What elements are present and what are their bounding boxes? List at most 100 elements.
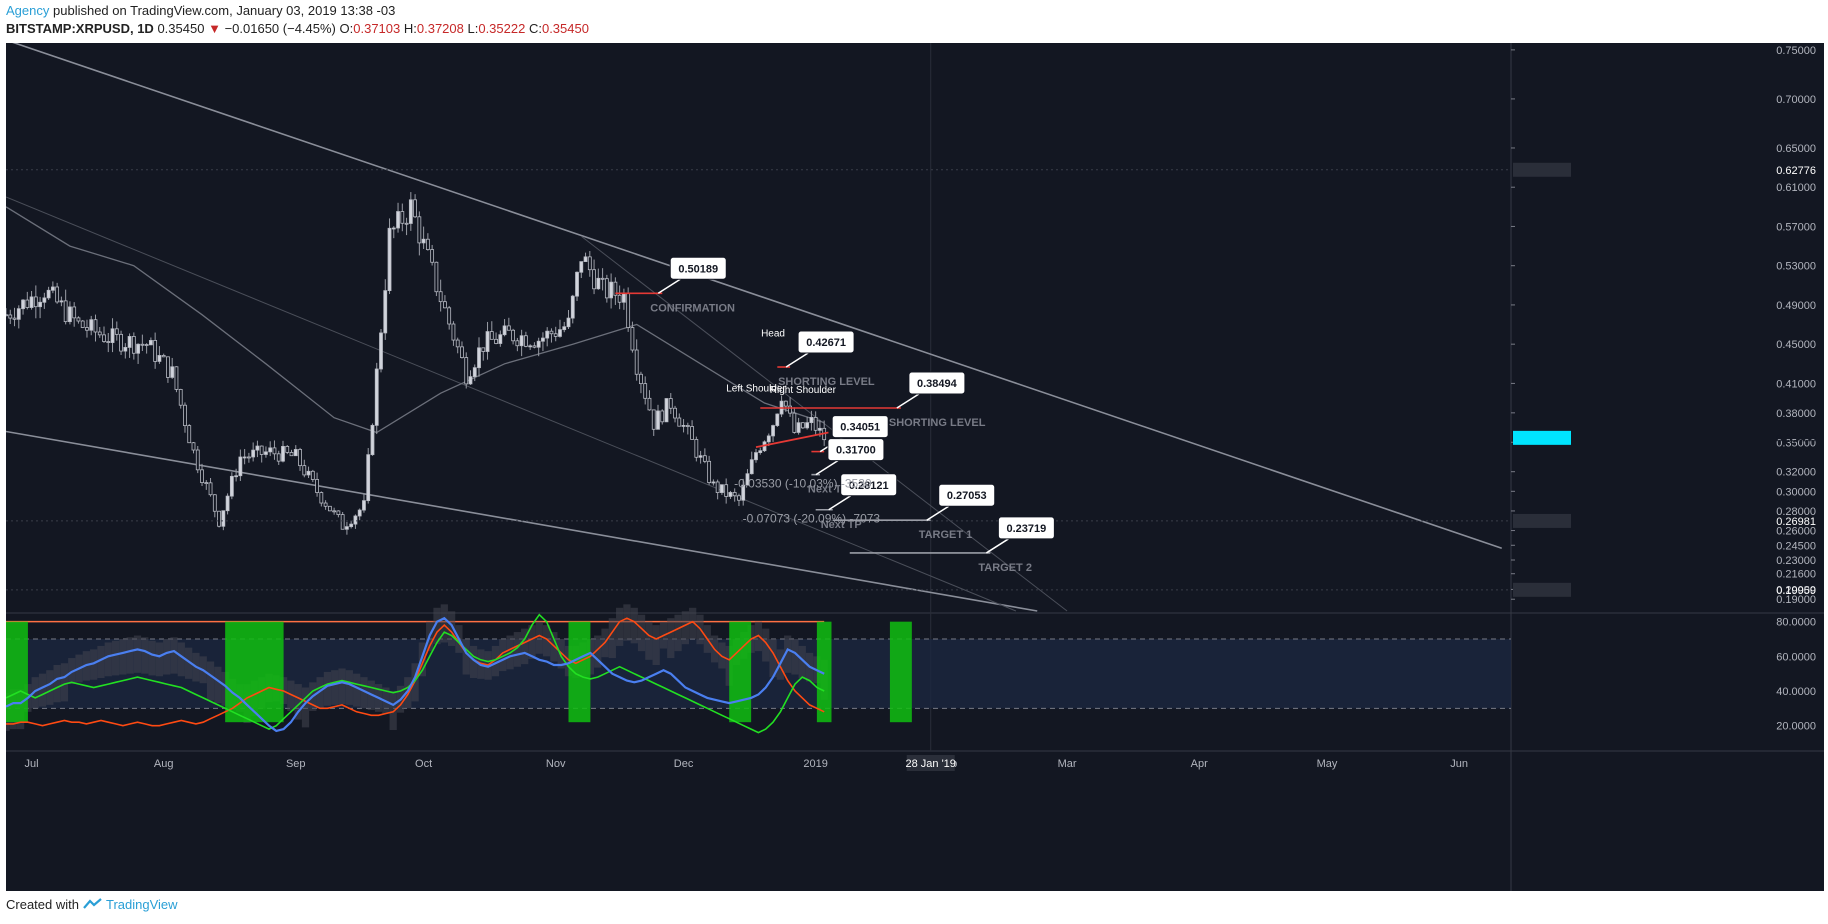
candle-body [685,425,690,427]
candle-body [600,277,605,280]
candle [93,314,98,342]
callout-box [908,371,966,395]
candle-body [59,300,64,303]
candle-body [281,446,285,462]
candle-body [771,425,775,437]
candle-body [413,199,417,218]
candle-body [148,340,153,346]
callout-label: 0.38494 [917,378,958,390]
oscillator-bar [360,677,368,709]
tradingview-logo-icon [82,898,102,909]
candle-body [720,484,724,493]
time-tick-label: Oct [415,758,432,770]
candle [332,507,337,515]
candle [604,274,609,303]
candle [264,446,268,458]
candle-body [494,338,498,344]
trendline [6,196,1017,612]
candle [119,330,123,355]
oscillator-bar [521,628,529,665]
candle-body [694,439,699,458]
candle-body [766,435,771,443]
candle [477,337,481,377]
candle-body [724,484,729,497]
callout-box [669,256,727,280]
oscillator-bar [725,645,733,686]
price-tick-label: 0.70000 [1776,94,1816,106]
candle-body [472,367,477,378]
level-text: TARGET 1 [919,529,973,541]
candle [97,327,102,338]
candle-body [668,398,673,409]
tradingview-link[interactable]: TradingView [106,897,178,912]
oscillator-blue-line [6,616,825,733]
candle [106,332,111,353]
oscillator-green-zone [225,621,284,723]
candle [771,424,775,442]
candle-body [788,405,792,414]
candle-body [234,475,239,478]
pattern-label: Left Shoulder [726,383,786,394]
oscillator-bar [60,663,69,702]
chart-area[interactable]: 0.75000 0.70000 0.65000 0.61000 0.57000 0.530… [6,43,1824,891]
candle [570,294,575,324]
candle-body [170,366,175,378]
candle [323,500,328,510]
oscillator-bar [97,645,105,678]
axes: 0.75000 0.70000 0.65000 0.61000 0.57000 0.530… [25,45,1816,771]
candle-body [587,256,592,271]
candle-body [528,345,533,348]
price-tag-label: 0.26981 [1776,516,1816,528]
candle [647,390,652,411]
candle [485,321,490,360]
price-tag-bg [1513,513,1571,528]
candle-body [50,286,55,291]
candle [400,203,405,232]
candle-body [298,449,302,467]
candle [374,362,379,435]
candle [306,466,311,478]
candle [25,291,30,310]
candle-body [664,398,669,423]
candle-body [183,404,187,427]
candle-body [549,330,554,335]
candle-body [276,453,281,462]
candle [519,329,524,357]
candle-body [651,409,656,430]
candle-body [247,456,251,459]
candle-body [541,337,545,342]
oscillator-bar [594,635,602,668]
candle [600,268,605,291]
level-text: TARGET 2 [978,562,1032,574]
candle [357,508,362,521]
candle-body [681,425,686,427]
candle-body [634,349,639,375]
candle-body [191,442,196,451]
time-tick-label: Sep [286,758,306,770]
candle [528,344,533,350]
candle [596,268,601,290]
candle [749,451,754,475]
price-tick-label: 0.49000 [1776,300,1816,312]
candle-body [289,452,294,457]
candle [247,452,251,463]
candle [813,411,818,436]
candle-body [758,450,763,453]
candle-body [362,500,366,511]
candle [626,287,631,332]
candle [200,463,204,487]
candle-body [754,452,758,461]
callout-pointer [657,278,681,294]
candle-body [408,199,413,224]
candle-body [643,383,648,399]
candle-body [805,422,810,429]
candle-body [647,397,652,411]
candle [566,309,571,330]
oscillator-bar [769,639,777,678]
candle [792,407,797,434]
time-tick-label: Mar [1058,758,1077,770]
trendline [12,43,1502,549]
candle [494,332,498,345]
candle [298,447,302,471]
author-link[interactable]: Agency [6,3,50,18]
